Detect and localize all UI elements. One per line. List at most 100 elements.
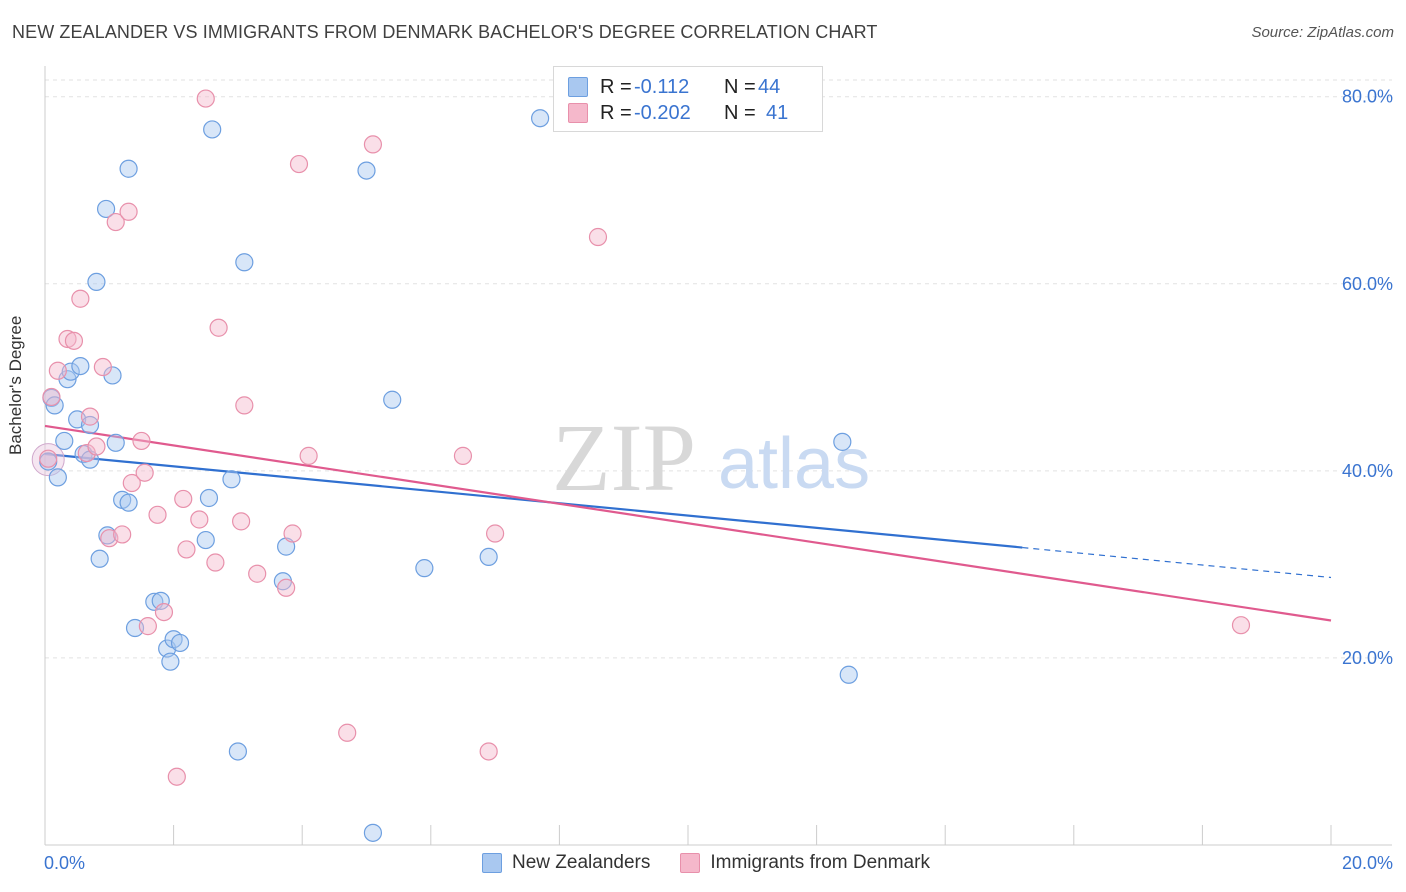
data-point-denmark bbox=[363, 135, 383, 154]
data-point-denmark bbox=[1231, 616, 1251, 635]
data-point-denmark bbox=[206, 553, 225, 572]
legend-label: Immigrants from Denmark bbox=[710, 852, 930, 873]
stats-legend-row-new-zealanders: R = -0.112 N = 44 bbox=[568, 75, 780, 99]
legend-item-new-zealanders[interactable]: New Zealanders bbox=[482, 852, 650, 874]
data-point bbox=[31, 443, 65, 477]
y-tick-label: 80.0% bbox=[1342, 87, 1393, 107]
data-point-new-zealander bbox=[357, 161, 376, 180]
data-point-denmark bbox=[87, 437, 106, 456]
data-point-new-zealander bbox=[383, 390, 402, 409]
source-credit: Source: ZipAtlas.com bbox=[1251, 24, 1394, 41]
data-point-new-zealander bbox=[151, 591, 170, 610]
data-point-new-zealander bbox=[199, 488, 219, 508]
data-point-new-zealander bbox=[833, 432, 852, 451]
data-point-new-zealander bbox=[161, 652, 180, 671]
r-label: R = bbox=[600, 75, 632, 98]
data-point-new-zealander bbox=[90, 549, 109, 568]
gridlines bbox=[45, 79, 1392, 659]
n-label: N = bbox=[724, 75, 756, 98]
axes bbox=[44, 66, 1392, 846]
data-point-denmark bbox=[190, 510, 209, 529]
data-point-denmark bbox=[122, 473, 141, 493]
data-point-new-zealander bbox=[55, 431, 74, 451]
data-point-denmark bbox=[64, 331, 84, 350]
data-point-denmark bbox=[248, 564, 267, 583]
stats-legend: R = -0.112 N = 44 R = -0.202 N = 41 bbox=[553, 66, 823, 132]
watermark-atlas: atlas bbox=[718, 424, 870, 504]
trend-line-denmark bbox=[44, 424, 1332, 622]
data-point-denmark bbox=[113, 525, 132, 544]
y-tick-label: 60.0% bbox=[1342, 274, 1393, 294]
data-point-new-zealander bbox=[119, 159, 138, 178]
data-point-denmark bbox=[154, 602, 174, 622]
y-tick-label: 20.0% bbox=[1342, 648, 1393, 668]
data-point-new-zealander bbox=[119, 493, 138, 512]
y-axis-label: Bachelor's Degree bbox=[6, 315, 25, 455]
data-point-denmark bbox=[135, 463, 154, 482]
n-value: 41 bbox=[766, 101, 789, 124]
r-label: R = bbox=[600, 101, 632, 124]
data-point-denmark bbox=[48, 361, 67, 380]
r-value: -0.202 bbox=[634, 101, 691, 124]
n-label: N = bbox=[724, 101, 756, 124]
data-point-new-zealander bbox=[96, 199, 116, 219]
data-point-denmark bbox=[71, 289, 90, 308]
legend-swatch-pink bbox=[680, 853, 701, 873]
data-point-denmark bbox=[119, 202, 138, 221]
n-value: 44 bbox=[758, 75, 781, 98]
data-point-denmark bbox=[232, 512, 251, 531]
data-point-denmark bbox=[289, 154, 309, 174]
data-point-denmark bbox=[39, 449, 58, 468]
chart-title: NEW ZEALANDER VS IMMIGRANTS FROM DENMARK… bbox=[12, 22, 878, 42]
data-point-denmark bbox=[277, 578, 296, 597]
data-point-denmark bbox=[235, 396, 254, 415]
legend-item-immigrants-from-denmark[interactable]: Immigrants from Denmark bbox=[680, 852, 930, 874]
data-point-new-zealander bbox=[479, 547, 498, 567]
data-point-denmark bbox=[174, 489, 193, 509]
data-point-denmark bbox=[338, 723, 357, 742]
data-point-new-zealander bbox=[531, 109, 550, 128]
data-point-denmark bbox=[299, 446, 318, 465]
data-point-new-zealander bbox=[71, 356, 90, 376]
data-point-denmark bbox=[138, 617, 157, 636]
data-point-new-zealander bbox=[363, 823, 383, 842]
data-point-new-zealander bbox=[203, 120, 222, 139]
data-point-new-zealander bbox=[235, 253, 254, 272]
data-point-denmark bbox=[486, 524, 505, 543]
legend-label: New Zealanders bbox=[512, 852, 651, 873]
data-point-denmark bbox=[42, 387, 61, 407]
r-value: -0.112 bbox=[634, 75, 690, 98]
y-tick-label: 40.0% bbox=[1342, 461, 1393, 481]
trend-lines bbox=[44, 424, 1332, 622]
data-point-new-zealander bbox=[106, 433, 125, 452]
data-point-denmark bbox=[453, 446, 473, 465]
data-point-denmark bbox=[196, 89, 215, 108]
data-point-new-zealander bbox=[87, 272, 106, 292]
data-point-denmark bbox=[588, 227, 608, 247]
legend-swatch-blue bbox=[568, 77, 588, 97]
data-point-new-zealander bbox=[415, 559, 434, 578]
trend-line-extension bbox=[1022, 546, 1332, 579]
data-point-new-zealander bbox=[228, 742, 247, 761]
data-point-new-zealander bbox=[170, 633, 190, 653]
data-point-new-zealander bbox=[61, 362, 80, 381]
data-point-denmark bbox=[209, 318, 228, 337]
data-point-new-zealander bbox=[839, 665, 858, 684]
data-point-new-zealander bbox=[48, 468, 67, 487]
data-point-denmark bbox=[132, 431, 151, 451]
data-point-denmark bbox=[93, 357, 112, 377]
x-tick-label: 0.0% bbox=[44, 853, 85, 873]
data-points bbox=[31, 89, 1251, 842]
data-point-denmark bbox=[283, 524, 302, 543]
data-point-new-zealander bbox=[196, 530, 215, 550]
data-point-new-zealander bbox=[222, 470, 241, 489]
data-point-denmark bbox=[77, 443, 96, 463]
data-point-denmark bbox=[167, 767, 186, 786]
legend-swatch-blue bbox=[482, 853, 502, 873]
data-point-denmark bbox=[148, 505, 167, 524]
data-point-denmark bbox=[479, 742, 498, 761]
data-point-new-zealander bbox=[277, 537, 296, 556]
data-point-denmark bbox=[80, 407, 100, 426]
stats-legend-row-denmark: R = -0.202 N = 41 bbox=[568, 101, 788, 125]
